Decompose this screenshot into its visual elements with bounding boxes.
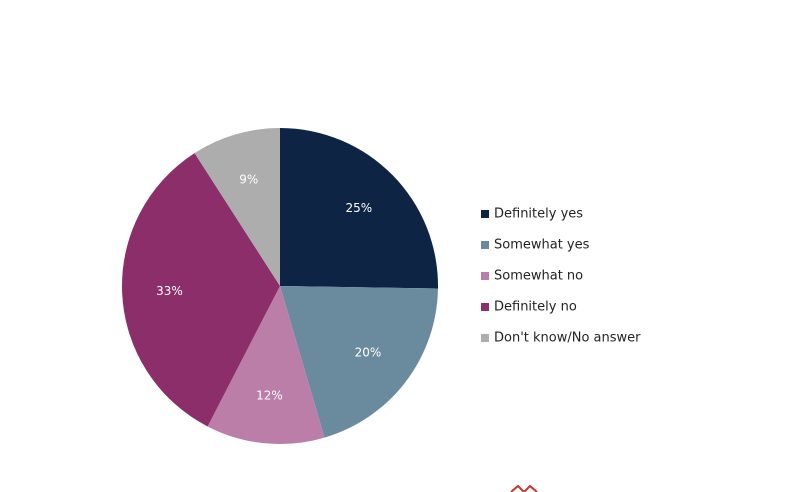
pie-slice-label-4: 9% [239, 172, 258, 186]
legend-swatch-4 [481, 334, 489, 342]
pie-slice-label-3: 33% [156, 284, 183, 298]
legend: Definitely yes Somewhat yes Somewhat no Def… [481, 207, 641, 346]
pie-slices [121, 128, 438, 445]
pie-slice-labels: 25% 20% 12% 33% 9% [156, 172, 381, 402]
legend-item-4: Don't know/No answer [481, 331, 641, 346]
legend-swatch-2 [481, 272, 489, 280]
legend-label-4: Don't know/No answer [494, 331, 641, 346]
pie-slice-2 [207, 286, 325, 445]
legend-label-1: Somewhat yes [494, 238, 590, 253]
brand-logo-icon [510, 484, 538, 492]
legend-swatch-3 [481, 303, 489, 311]
pie-slice-label-0: 25% [345, 201, 372, 215]
legend-swatch-1 [481, 241, 489, 249]
pie-slice-label-1: 20% [355, 346, 382, 360]
pie-slice-3 [121, 153, 280, 427]
pie-slice-1 [280, 286, 438, 438]
legend-label-0: Definitely yes [494, 207, 583, 222]
pie-slice-0 [280, 128, 438, 289]
legend-item-3: Definitely no [481, 300, 577, 315]
legend-item-1: Somewhat yes [481, 238, 590, 253]
legend-item-2: Somewhat no [481, 269, 583, 284]
legend-label-2: Somewhat no [494, 269, 583, 284]
legend-item-0: Definitely yes [481, 207, 583, 222]
pie-slice-label-2: 12% [256, 389, 283, 403]
legend-label-3: Definitely no [494, 300, 577, 315]
legend-swatch-0 [481, 210, 489, 218]
pie-slice-4 [194, 128, 280, 286]
